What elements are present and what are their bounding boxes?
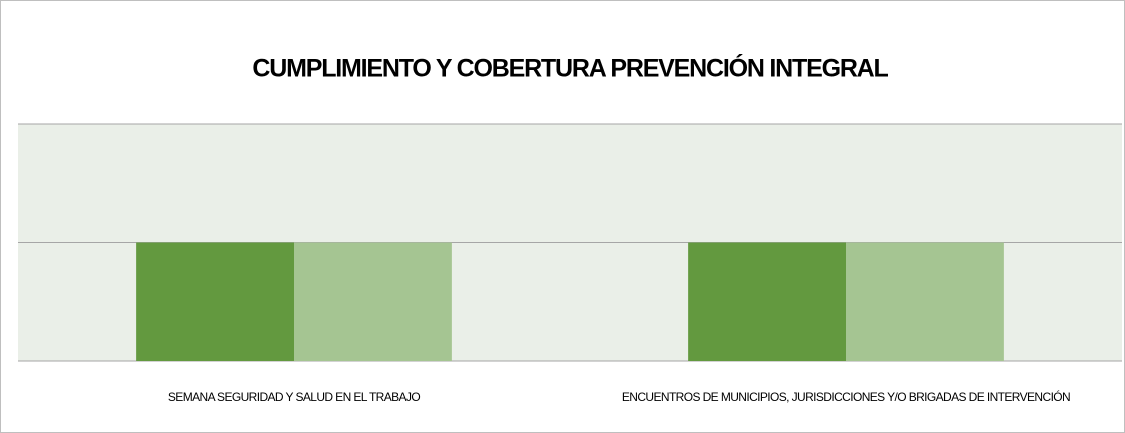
bar	[136, 242, 294, 361]
bar	[688, 242, 846, 361]
x-tick-label: SEMANA SEGURIDAD Y SALUD EN EL TRABAJO	[168, 390, 420, 404]
x-tick-label: ENCUENTROS DE MUNICIPIOS, JURISDICCIONES…	[622, 389, 1070, 404]
chart-title: CUMPLIMIENTO Y COBERTURA PREVENCIÓN INTE…	[252, 53, 888, 83]
bar	[846, 242, 1004, 361]
bar	[294, 242, 452, 361]
